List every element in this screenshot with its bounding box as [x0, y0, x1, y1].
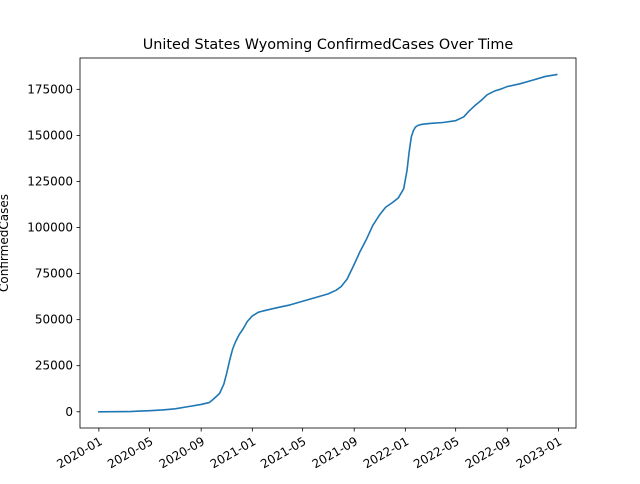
x-tick-label: 2022-01 [361, 434, 411, 471]
confirmed-cases-line [98, 73, 558, 413]
y-tick-label: 0 [65, 405, 73, 419]
y-tick-label: 50000 [35, 313, 73, 327]
x-tick-label: 2022-05 [411, 434, 461, 471]
x-tick-label: 2020-01 [54, 434, 104, 471]
y-tick-label: 175000 [27, 82, 73, 96]
y-tick-label: 75000 [35, 267, 73, 281]
x-tick-label: 2021-09 [310, 434, 360, 471]
x-tick-label: 2020-09 [157, 434, 207, 471]
y-tick-label: 150000 [27, 128, 73, 142]
y-tick-label: 100000 [27, 221, 73, 235]
plot-area-frame [79, 57, 577, 429]
y-axis-label: ConfirmedCases [0, 194, 11, 292]
x-tick-label: 2023-01 [514, 434, 564, 471]
x-tick-label: 2021-05 [258, 434, 308, 471]
y-tick-label: 25000 [35, 359, 73, 373]
y-tick-label: 125000 [27, 174, 73, 188]
x-tick-label: 2022-09 [463, 434, 513, 471]
x-tick-label: 2021-01 [208, 434, 258, 471]
x-tick-label: 2020-05 [105, 434, 155, 471]
chart-title: United States Wyoming ConfirmedCases Ove… [143, 37, 514, 53]
